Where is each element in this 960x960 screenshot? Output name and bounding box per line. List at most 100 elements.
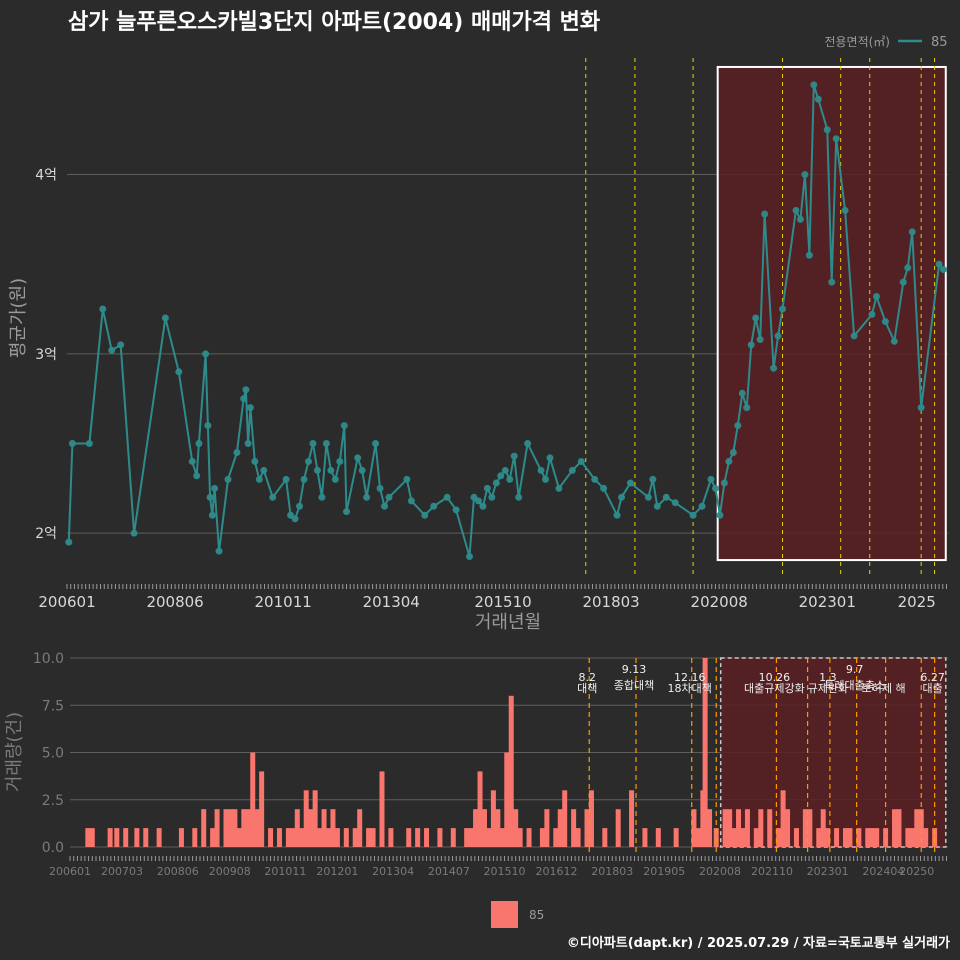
bar <box>571 809 577 847</box>
bar <box>914 809 920 847</box>
x-tick-label: 202008 <box>691 593 748 611</box>
y-tick-label: 3억 <box>35 347 57 363</box>
bar <box>691 809 697 847</box>
data-point <box>327 466 335 474</box>
bar <box>744 809 750 847</box>
data-point <box>331 475 339 483</box>
data-point <box>935 260 943 268</box>
data-point <box>756 336 764 344</box>
highlight-region <box>716 65 947 562</box>
policy-date: 1.3 <box>819 671 837 684</box>
data-point <box>407 497 415 505</box>
data-point <box>555 484 563 492</box>
bar <box>227 809 233 847</box>
data-point <box>269 493 277 501</box>
data-point <box>430 502 438 510</box>
data-point <box>255 475 263 483</box>
data-point <box>707 475 715 483</box>
data-point <box>823 126 831 134</box>
data-point <box>729 448 737 456</box>
bar <box>192 828 198 847</box>
y-tick-label: 2.5 <box>42 793 64 809</box>
bar <box>896 809 902 847</box>
y-tick-label: 2억 <box>35 526 57 542</box>
data-point <box>215 547 223 555</box>
data-point <box>381 502 389 510</box>
bar <box>602 828 608 847</box>
data-point <box>224 475 232 483</box>
policy-label: 18차대책 <box>668 682 712 695</box>
data-point <box>242 386 250 394</box>
bar <box>276 828 282 847</box>
bar <box>464 828 470 847</box>
data-point <box>537 466 545 474</box>
data-point <box>282 475 290 483</box>
data-point <box>524 440 532 448</box>
data-point <box>881 318 889 326</box>
legend-title: 전용면적(㎡) <box>824 35 890 49</box>
data-point <box>202 350 210 358</box>
data-point <box>175 368 183 376</box>
data-point <box>600 484 608 492</box>
bar <box>486 828 492 847</box>
bar <box>143 828 149 847</box>
bar <box>343 828 349 847</box>
bar <box>874 828 880 847</box>
data-point <box>343 508 351 516</box>
bar <box>816 828 822 847</box>
bar <box>415 828 421 847</box>
data-point <box>452 506 460 514</box>
data-point <box>117 341 125 349</box>
policy-date: 9.7 <box>846 663 864 676</box>
policy-label: 대출규제강화 <box>744 682 805 695</box>
bar <box>379 771 385 847</box>
data-point <box>805 251 813 259</box>
data-point <box>260 466 268 474</box>
data-point <box>479 502 487 510</box>
bar <box>892 809 898 847</box>
bar <box>517 828 523 847</box>
data-point <box>761 210 769 218</box>
bar <box>437 828 443 847</box>
bar <box>793 828 799 847</box>
data-point <box>689 511 697 519</box>
bar <box>785 809 791 847</box>
data-point <box>206 493 214 501</box>
bar <box>236 828 242 847</box>
data-point <box>244 440 252 448</box>
bar <box>802 809 808 847</box>
policy-date: 10.26 <box>759 671 791 684</box>
x-tick-label: 202301 <box>807 865 849 878</box>
data-point <box>211 484 219 492</box>
bar <box>758 809 764 847</box>
policy-date: 8.2 <box>578 671 596 684</box>
bar <box>869 828 875 847</box>
policy-label: 종합대책 <box>614 679 654 692</box>
x-tick-label: 201201 <box>316 865 358 878</box>
data-point <box>770 364 778 372</box>
bar <box>780 790 786 847</box>
bar <box>321 809 327 847</box>
legend-key-85 <box>491 901 518 928</box>
data-point <box>385 493 393 501</box>
data-point <box>193 472 201 480</box>
policy-date: 9.13 <box>622 663 647 676</box>
data-point <box>515 493 523 501</box>
bar <box>241 809 247 847</box>
bar <box>909 828 915 847</box>
policy-date: 12.16 <box>674 671 706 684</box>
policy-label: 특례대출축소 <box>824 679 885 692</box>
bar <box>499 828 505 847</box>
data-point <box>130 529 138 537</box>
bar <box>495 809 501 847</box>
bar <box>539 828 545 847</box>
bar <box>214 809 220 847</box>
data-point <box>662 493 670 501</box>
x-tick-label: 20250 <box>899 865 934 878</box>
bar <box>107 828 113 847</box>
x-tick-label: 200908 <box>209 865 251 878</box>
bar <box>731 828 737 847</box>
data-point <box>65 538 73 546</box>
data-point <box>917 404 925 412</box>
